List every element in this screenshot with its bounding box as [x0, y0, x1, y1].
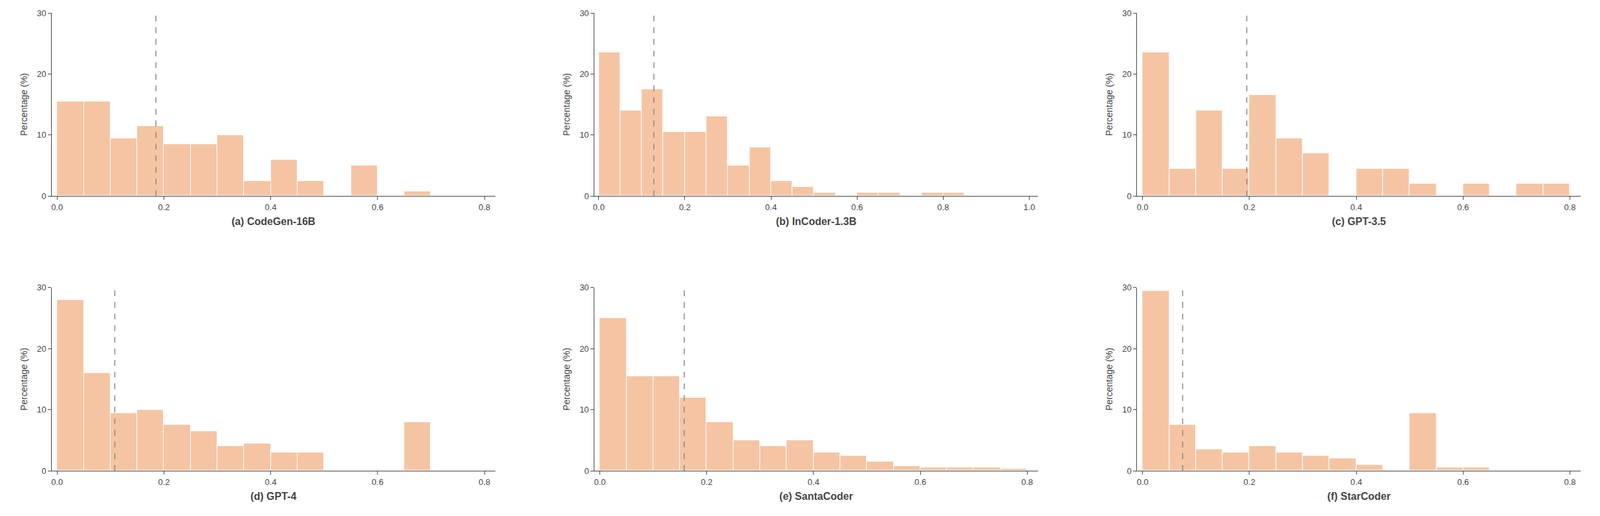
svg-text:1.0: 1.0 [1023, 202, 1035, 213]
svg-text:20: 20 [36, 344, 46, 354]
svg-text:0.6: 0.6 [371, 477, 384, 487]
svg-text:0.6: 0.6 [1457, 202, 1469, 213]
svg-text:0.8: 0.8 [1563, 477, 1576, 487]
svg-text:30: 30 [1122, 282, 1132, 293]
svg-text:Percentage (%): Percentage (%) [1103, 73, 1115, 136]
svg-text:0.8: 0.8 [937, 202, 949, 213]
svg-text:30: 30 [36, 282, 46, 293]
svg-text:0.8: 0.8 [1021, 477, 1033, 487]
svg-text:10: 10 [36, 129, 46, 140]
svg-text:0.2: 0.2 [157, 477, 170, 487]
svg-text:0.8: 0.8 [1563, 202, 1576, 213]
svg-text:0.2: 0.2 [157, 202, 170, 213]
svg-text:0: 0 [1127, 191, 1132, 202]
svg-text:0.2: 0.2 [679, 202, 691, 213]
svg-text:Percentage (%): Percentage (%) [1103, 347, 1115, 411]
svg-text:0.0: 0.0 [593, 477, 606, 487]
svg-text:0.4: 0.4 [265, 477, 277, 487]
svg-text:0: 0 [1127, 466, 1132, 476]
svg-text:0.4: 0.4 [265, 202, 277, 213]
svg-text:(c) GPT-3.5: (c) GPT-3.5 [1331, 216, 1386, 228]
svg-text:0.2: 0.2 [701, 477, 713, 487]
svg-text:0: 0 [583, 466, 589, 476]
svg-text:Percentage (%): Percentage (%) [561, 347, 572, 411]
svg-text:10: 10 [579, 404, 589, 415]
svg-text:0.0: 0.0 [1136, 477, 1149, 487]
svg-text:Percentage (%): Percentage (%) [18, 347, 30, 411]
svg-text:0.2: 0.2 [1243, 477, 1256, 487]
svg-text:0: 0 [41, 191, 46, 202]
svg-text:0.6: 0.6 [914, 477, 927, 487]
svg-text:0: 0 [583, 191, 589, 202]
svg-text:20: 20 [579, 344, 589, 354]
svg-text:0.4: 0.4 [1350, 477, 1363, 487]
svg-text:10: 10 [36, 404, 46, 415]
svg-text:0.4: 0.4 [765, 202, 777, 213]
svg-text:0.0: 0.0 [1136, 202, 1149, 213]
svg-text:0.0: 0.0 [593, 202, 605, 213]
svg-text:0.6: 0.6 [851, 202, 863, 213]
svg-text:10: 10 [579, 129, 589, 140]
svg-text:0.6: 0.6 [371, 202, 384, 213]
svg-text:10: 10 [1122, 129, 1132, 140]
svg-text:30: 30 [1122, 8, 1132, 19]
svg-text:20: 20 [36, 69, 46, 79]
svg-text:30: 30 [579, 282, 589, 293]
svg-text:(f) StarCoder: (f) StarCoder [1327, 490, 1391, 502]
svg-text:0.8: 0.8 [478, 477, 491, 487]
svg-text:20: 20 [1122, 344, 1132, 354]
svg-text:0.0: 0.0 [51, 202, 63, 213]
svg-text:30: 30 [36, 8, 46, 19]
svg-text:20: 20 [1122, 69, 1132, 79]
svg-text:(b) InCoder-1.3B: (b) InCoder-1.3B [776, 216, 857, 228]
svg-text:Percentage (%): Percentage (%) [18, 73, 30, 136]
svg-text:20: 20 [579, 69, 589, 79]
svg-text:10: 10 [1122, 404, 1132, 415]
svg-text:0.4: 0.4 [1350, 202, 1363, 213]
svg-text:0.0: 0.0 [51, 477, 63, 487]
svg-text:(e) SantaCoder: (e) SantaCoder [779, 490, 854, 502]
svg-text:0.4: 0.4 [807, 477, 820, 487]
svg-text:0.2: 0.2 [1243, 202, 1256, 213]
svg-text:0.8: 0.8 [478, 202, 491, 213]
svg-text:0.6: 0.6 [1457, 477, 1469, 487]
svg-text:30: 30 [579, 8, 589, 19]
svg-text:(d) GPT-4: (d) GPT-4 [250, 490, 297, 502]
svg-text:0: 0 [41, 466, 46, 476]
svg-text:Percentage (%): Percentage (%) [561, 73, 572, 136]
svg-text:(a) CodeGen-16B: (a) CodeGen-16B [231, 216, 316, 228]
